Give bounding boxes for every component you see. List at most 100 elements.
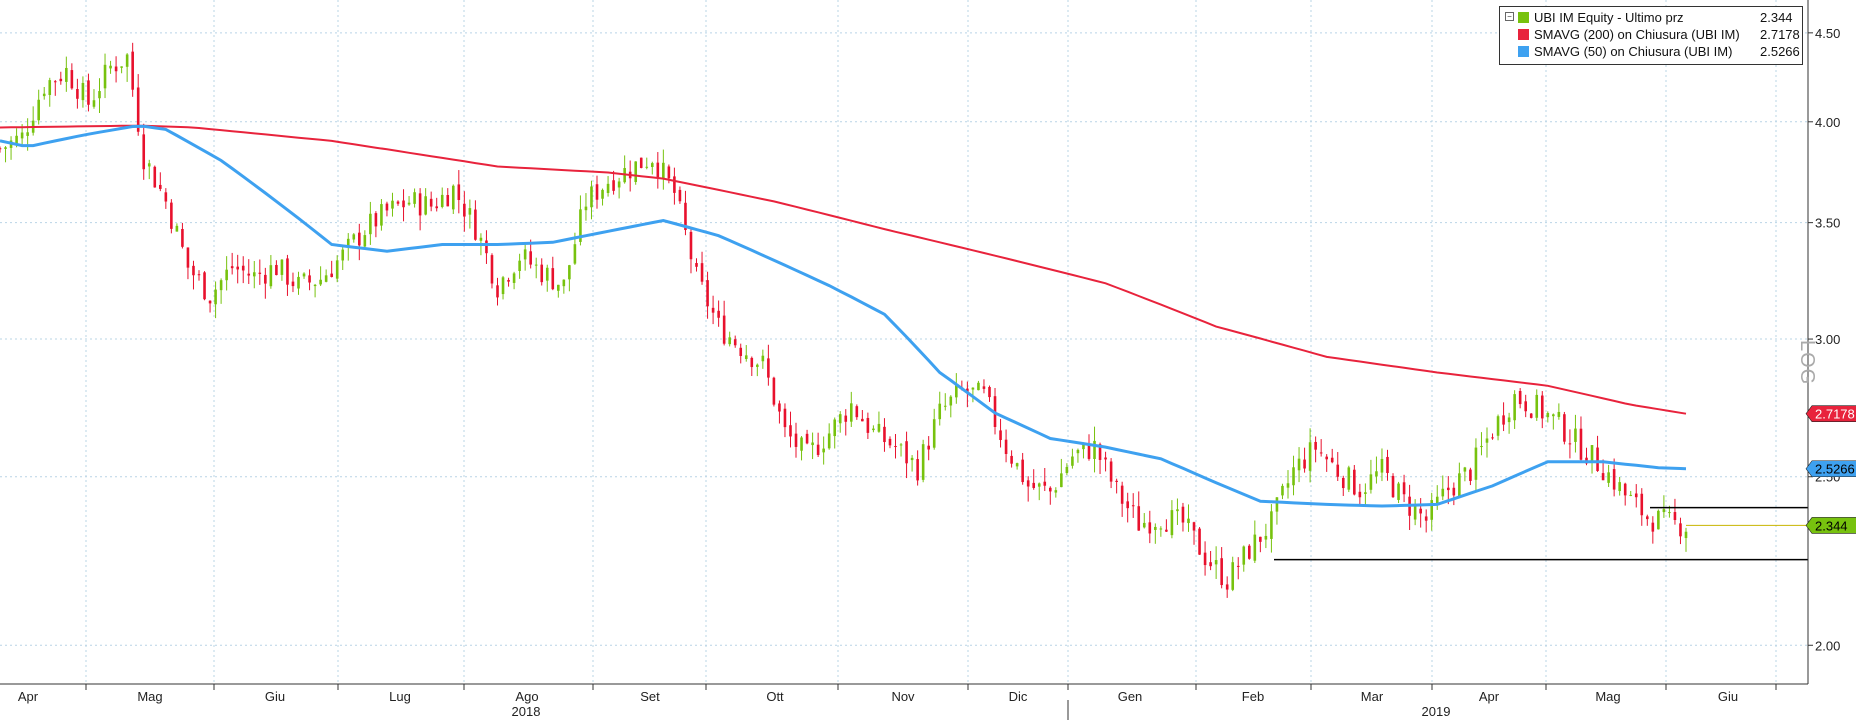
candle-body [1574, 428, 1577, 442]
candle-body [905, 441, 908, 464]
candle-body [26, 132, 29, 136]
candle-body [1524, 401, 1527, 412]
candle-body [48, 80, 52, 95]
candle-body [1601, 473, 1605, 481]
candle-body [1165, 529, 1168, 532]
candle-body [1657, 510, 1660, 530]
candle-body [1546, 413, 1550, 418]
candle-body [639, 157, 643, 168]
candle-body [1104, 457, 1107, 460]
candle-body [932, 419, 936, 448]
candle-body [374, 213, 378, 227]
candle-body [275, 264, 278, 276]
candle-body [446, 194, 450, 207]
candle-body [142, 134, 146, 170]
candle-body [1054, 490, 1058, 493]
candle-body [551, 268, 555, 290]
candle-body [1469, 469, 1472, 481]
candle-body [1154, 526, 1157, 530]
candle-body [1076, 449, 1080, 454]
candle-body [1679, 523, 1682, 537]
candle-body [1098, 444, 1102, 460]
legend: − UBI IM Equity - Ultimo prz 2.344 SMAVG … [1499, 6, 1803, 65]
candle-body [1391, 475, 1395, 498]
legend-item-sma200: SMAVG (200) on Chiusura (UBI IM) 2.7178 [1518, 27, 1800, 43]
x-month-label: Ott [766, 689, 784, 704]
candle-body [1010, 455, 1013, 464]
candle-body [1297, 458, 1301, 471]
candle-body [341, 249, 345, 261]
legend-label-sma200: SMAVG (200) on Chiusura (UBI IM) [1534, 27, 1740, 42]
candle-body [888, 438, 892, 446]
candle-body [1353, 469, 1356, 495]
candle-body [197, 274, 201, 276]
candle-body [413, 192, 416, 204]
candle-body [164, 192, 168, 202]
candle-body [346, 238, 350, 247]
candle-body [1209, 562, 1212, 567]
candle-body [800, 437, 803, 451]
x-month-label: Apr [1479, 689, 1500, 704]
candle-body [684, 202, 687, 231]
candle-body [1082, 442, 1085, 450]
candle-body [838, 414, 842, 424]
candle-body [1131, 505, 1135, 507]
candle-body [1552, 414, 1555, 417]
legend-swatch-sma200 [1518, 29, 1529, 40]
candle-body [955, 385, 958, 398]
candle-body [92, 100, 96, 107]
candle-body [756, 364, 759, 367]
candle-body [225, 269, 228, 281]
candle-body [1435, 496, 1439, 504]
candle-body [805, 433, 809, 444]
candle-body [844, 415, 848, 422]
candle-body [761, 355, 765, 362]
candle-body [938, 403, 942, 420]
candle-body [861, 418, 864, 422]
candle-body [324, 275, 328, 282]
candle-body [241, 265, 245, 271]
candle-body [982, 386, 986, 389]
legend-collapse-icon[interactable]: − [1505, 12, 1514, 21]
candle-body [335, 260, 339, 279]
candle-body [534, 264, 538, 266]
candle-body [208, 300, 212, 304]
candle-body [1236, 565, 1240, 567]
candle-body [1270, 511, 1273, 539]
candle-body [617, 181, 621, 188]
candle-body [153, 166, 157, 188]
candle-body [463, 203, 466, 217]
candle-body [1502, 415, 1505, 425]
candle-body [479, 237, 483, 241]
candle-body [291, 281, 295, 287]
candle-body [883, 426, 886, 443]
candle-body [103, 64, 107, 89]
candle-body [1364, 492, 1367, 494]
candle-body [689, 231, 693, 260]
candle-body [971, 387, 975, 390]
legend-swatch-price [1518, 12, 1529, 23]
candle-body [667, 166, 671, 179]
candle-body [1629, 494, 1633, 496]
candle-body [429, 198, 433, 207]
candle-body [147, 163, 151, 167]
candle-body [120, 66, 123, 68]
candle-body [402, 200, 405, 208]
candle-body [286, 258, 289, 285]
candle-body [490, 255, 494, 284]
candle-body [750, 357, 754, 368]
candle-body [109, 65, 112, 69]
candle-body [1668, 512, 1671, 514]
x-month-label: Dic [1009, 689, 1028, 704]
candle-body [1529, 413, 1533, 418]
candle-body [916, 459, 919, 481]
candle-body [131, 51, 134, 90]
candle-body [302, 273, 306, 277]
candle-body [977, 382, 980, 391]
candle-body [662, 162, 665, 180]
y-tick-label: 3.50 [1815, 216, 1840, 231]
candle-body [1286, 483, 1290, 488]
candle-body [1496, 416, 1500, 436]
candle-body [1275, 497, 1279, 512]
